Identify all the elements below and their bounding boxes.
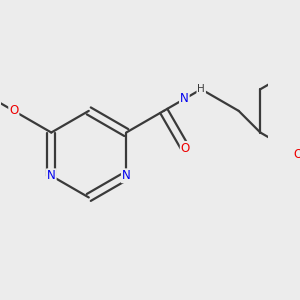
Text: O: O	[181, 142, 190, 155]
Text: N: N	[47, 169, 56, 182]
Text: N: N	[180, 92, 189, 106]
Text: O: O	[293, 148, 300, 161]
Text: N: N	[122, 169, 130, 182]
Text: H: H	[197, 84, 205, 94]
Text: O: O	[9, 104, 18, 117]
